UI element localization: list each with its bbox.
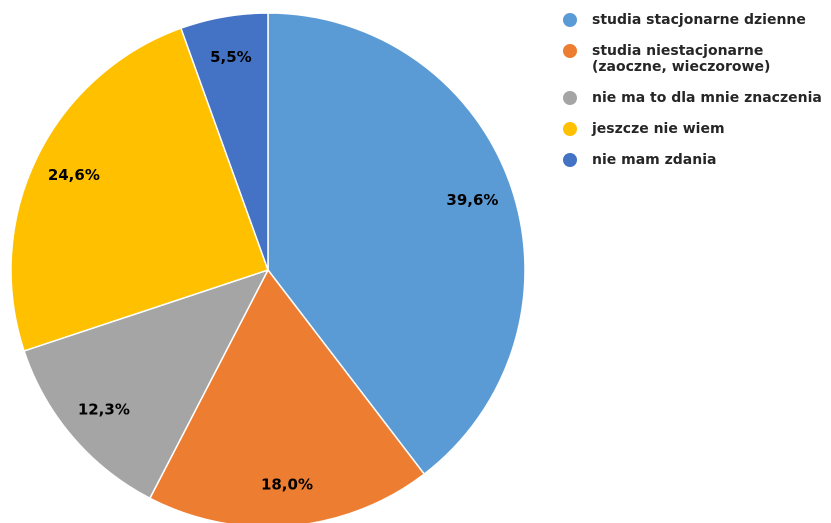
pie-slice-3 [23,269,269,499]
pie-slice-5 [180,12,269,271]
legend-item-4: jeszcze nie wiem [560,121,828,137]
pie-slice-label-4: 24,6% [48,166,100,184]
pie-slice-label-1: 39,6% [446,191,498,209]
legend-swatch-5 [563,153,577,167]
pie-slice-label-2: 18,0% [261,476,313,494]
legend-item-2: studia niestacjonarne (zaoczne, wieczoro… [560,43,828,75]
legend-swatch-2 [563,44,577,58]
pie-slice-2 [149,269,425,523]
legend-swatch-3 [563,91,577,105]
pie-plot-area: 39,6% 18,0% 12,3% 24,6% 5,5% [10,12,526,523]
pie-slice-1 [267,12,526,475]
legend-item-5: nie mam zdania [560,152,828,168]
legend-swatch-4 [563,122,577,136]
legend-label-1: studia stacjonarne dzienne [592,12,806,28]
legend-label-2: studia niestacjonarne (zaoczne, wieczoro… [592,43,771,75]
legend-label-4: jeszcze nie wiem [592,121,725,137]
chart-legend: studia stacjonarne dzienne studia niestac… [560,12,828,183]
legend-label-3: nie ma to dla mnie znaczenia [592,90,822,106]
pie-slice-label-3: 12,3% [78,401,130,419]
legend-label-5: nie mam zdania [592,152,717,168]
legend-item-3: nie ma to dla mnie znaczenia [560,90,828,106]
legend-swatch-1 [563,13,577,27]
legend-item-1: studia stacjonarne dzienne [560,12,828,28]
pie-slice-4 [10,27,269,352]
pie-slice-label-5: 5,5% [210,48,252,66]
